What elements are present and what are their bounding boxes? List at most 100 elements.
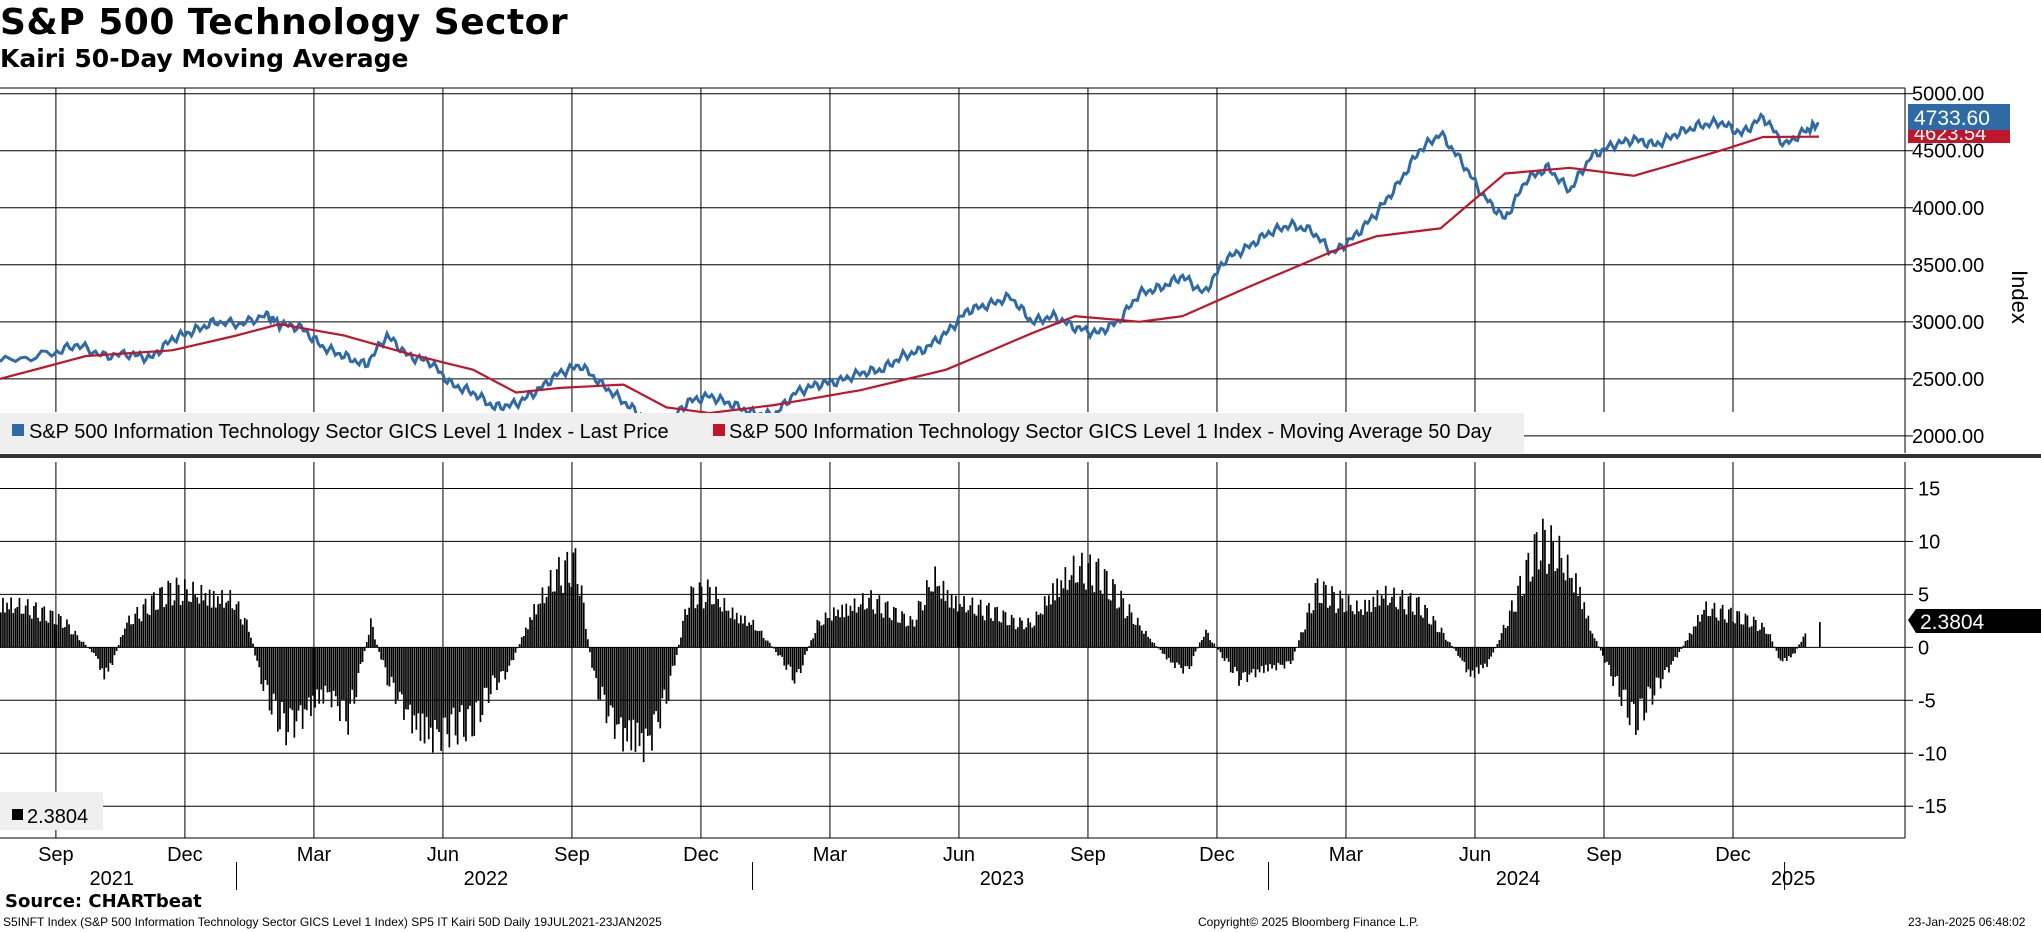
- kairi-bar: [1163, 647, 1166, 655]
- kairi-bar: [758, 631, 761, 648]
- kairi-bar: [1763, 627, 1765, 648]
- kairi-bar: [1306, 612, 1309, 648]
- kairi-bar: [975, 615, 978, 648]
- kairi-bar: [365, 642, 368, 648]
- kairi-bar: [1294, 647, 1296, 652]
- kairi-bar: [124, 628, 126, 648]
- kairi-bar: [1085, 589, 1087, 648]
- footer-description: S5INFT Index (S&P 500 Information Techno…: [3, 915, 662, 929]
- kairi-bar: [1211, 642, 1213, 648]
- lower-y-tick-label: 15: [1918, 478, 1940, 500]
- kairi-bar: [367, 634, 370, 648]
- kairi-bar: [62, 627, 64, 648]
- kairi-bar: [921, 610, 924, 648]
- kairi-bar: [1692, 626, 1695, 648]
- kairi-bar: [1757, 631, 1759, 648]
- kairi-bar: [55, 624, 58, 648]
- kairi-bar: [489, 647, 492, 695]
- kairi-bar: [1263, 647, 1265, 673]
- kairi-bar: [523, 636, 525, 648]
- kairi-bar: [1387, 605, 1389, 648]
- kairi-bar: [1384, 585, 1387, 648]
- kairi-bar: [1533, 534, 1536, 648]
- kairi-bar: [1436, 631, 1439, 648]
- kairi-bar: [535, 614, 538, 648]
- kairi-bar: [1754, 620, 1757, 648]
- kairi-bar: [514, 647, 517, 653]
- kairi-bar: [113, 647, 116, 656]
- kairi-bar: [417, 647, 420, 714]
- kairi-bar: [28, 615, 31, 648]
- kairi-bar: [386, 647, 389, 686]
- kairi-bar: [256, 647, 258, 661]
- kairi-bar: [229, 590, 232, 648]
- kairi-bar: [223, 607, 225, 648]
- kairi-bar: [1473, 647, 1476, 678]
- kairi-bar: [649, 647, 651, 736]
- kairi-bar: [1732, 621, 1734, 648]
- kairi-bar: [144, 598, 147, 648]
- kairi-bar: [20, 613, 23, 648]
- kairi-bar: [86, 647, 89, 648]
- kairi-bar: [90, 647, 93, 653]
- kairi-bar: [233, 610, 236, 648]
- kairi-bar: [1184, 647, 1187, 667]
- kairi-bar: [1296, 646, 1298, 648]
- x-month-label: Sep: [1586, 844, 1622, 866]
- kairi-bar: [768, 642, 771, 648]
- kairi-bar: [76, 635, 79, 648]
- kairi-bar: [1132, 623, 1135, 648]
- kairi-bar: [1366, 611, 1368, 648]
- kairi-bar: [295, 647, 298, 722]
- kairi-bar: [1072, 555, 1075, 648]
- kairi-bar: [882, 617, 885, 648]
- kairi-bar: [1426, 608, 1428, 648]
- kairi-bar: [467, 647, 469, 710]
- kairi-bar: [613, 647, 616, 739]
- kairi-bar: [1535, 532, 1538, 648]
- kairi-bar: [318, 647, 320, 704]
- kairi-bar: [601, 647, 604, 687]
- kairi-bar: [1376, 590, 1379, 648]
- kairi-bar: [1628, 647, 1631, 726]
- kairi-bar: [880, 613, 883, 648]
- kairi-bar: [529, 617, 531, 648]
- kairi-bar: [376, 644, 378, 648]
- kairi-bar: [1229, 647, 1232, 673]
- kairi-bar: [771, 646, 773, 648]
- kairi-bar: [1287, 647, 1290, 662]
- kairi-bar: [1232, 647, 1234, 673]
- kairi-bar: [663, 647, 666, 690]
- kairi-bar: [787, 647, 790, 665]
- kairi-bar: [998, 621, 1001, 648]
- kairi-bar: [31, 618, 33, 648]
- kairi-bar: [1174, 647, 1176, 668]
- svg-text:2.3804: 2.3804: [1920, 611, 1985, 634]
- kairi-bar: [1409, 593, 1412, 648]
- chart-title: S&P 500 Technology Sector: [0, 2, 569, 43]
- price-line: [0, 112, 1820, 431]
- x-month-label: Dec: [1715, 844, 1751, 866]
- kairi-bar: [764, 640, 767, 648]
- kairi-bar: [1372, 596, 1375, 648]
- kairi-bar: [1415, 597, 1418, 648]
- kairi-bar: [1527, 552, 1530, 648]
- kairi-bar: [1502, 624, 1505, 648]
- kairi-bar: [1343, 612, 1346, 648]
- kairi-bar: [266, 647, 269, 685]
- lower-panel-grid: [0, 462, 1913, 839]
- kairi-bar: [589, 647, 591, 653]
- kairi-bar: [1221, 647, 1224, 658]
- kairi-bar: [471, 647, 473, 737]
- kairi-bar: [227, 600, 230, 648]
- kairi-bar: [1790, 647, 1792, 658]
- kairi-bar: [1411, 611, 1414, 648]
- kairi-bar: [316, 647, 318, 690]
- kairi-bar: [1271, 647, 1273, 669]
- kairi-bar: [930, 591, 932, 648]
- kairi-bar: [1209, 640, 1211, 648]
- lower-y-tick-label: -5: [1918, 690, 1936, 712]
- kairi-bar: [194, 594, 196, 648]
- kairi-bar: [1612, 647, 1614, 686]
- kairi-bar: [1031, 627, 1034, 648]
